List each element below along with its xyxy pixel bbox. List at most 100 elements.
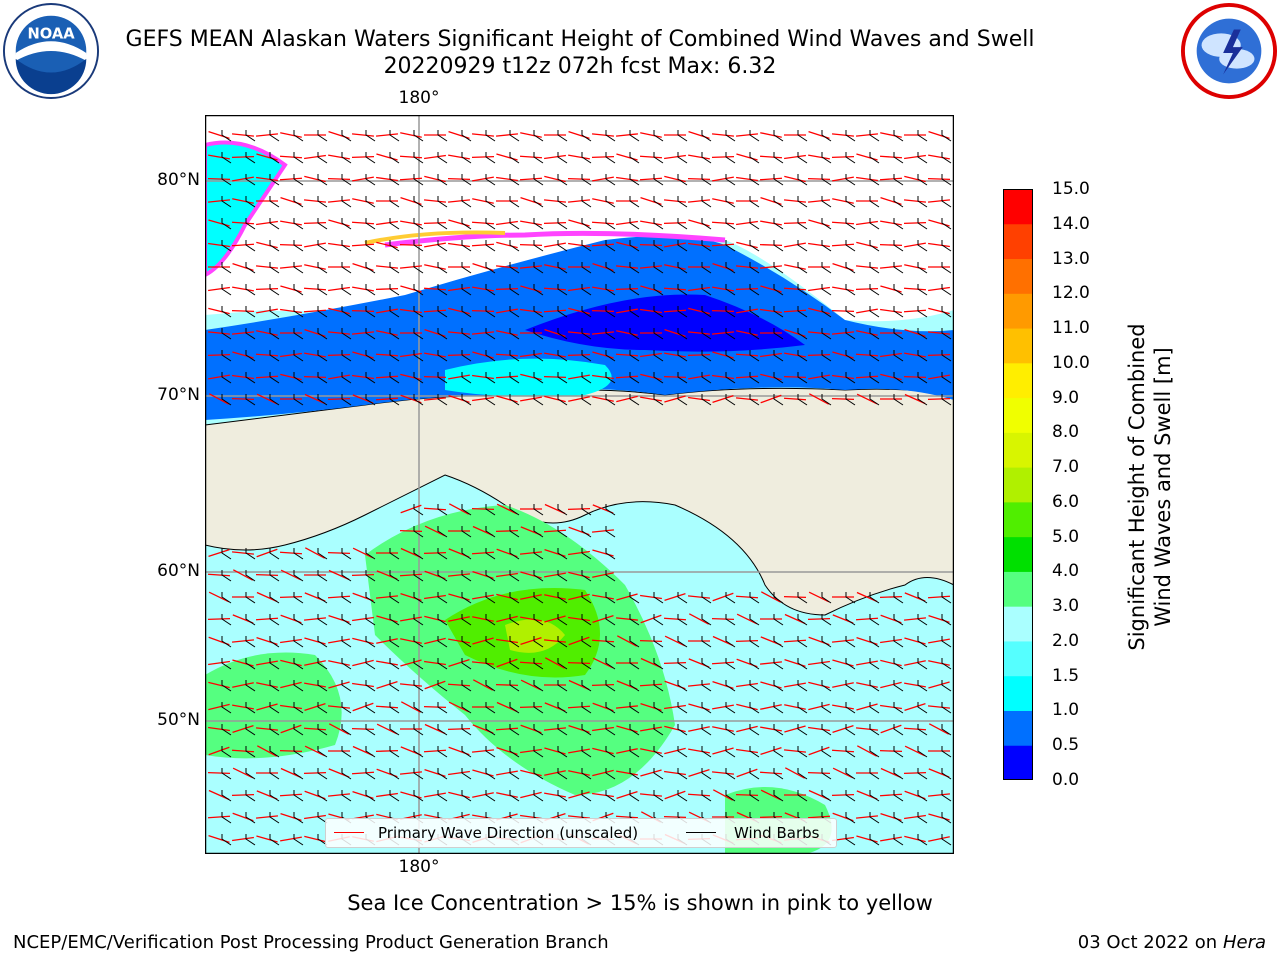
wind-barb [917, 790, 928, 802]
wave-direction-arrow [904, 637, 926, 645]
wind-barb [941, 284, 952, 296]
wind-barb [581, 504, 592, 516]
wave-direction-arrow [231, 155, 255, 159]
wind-barb [317, 658, 328, 670]
wind-barb [941, 592, 952, 604]
wave-direction-arrow [544, 615, 566, 623]
wave-direction-arrow [591, 309, 615, 313]
wind-barb [245, 636, 256, 648]
wave-direction-arrow [736, 308, 758, 314]
wind-barb [293, 746, 304, 758]
wind-barb [629, 394, 640, 406]
wind-barb [557, 130, 568, 142]
wind-barb [797, 394, 808, 406]
wave-direction-arrow [304, 352, 326, 358]
wave-direction-arrow [327, 705, 351, 709]
wind-barb [269, 350, 280, 362]
wind-barb [533, 592, 544, 604]
wind-barb [341, 724, 352, 736]
wind-barb [533, 240, 544, 252]
wave-direction-arrow [543, 287, 567, 291]
map-panel [205, 115, 954, 854]
wave-direction-arrow [327, 353, 351, 357]
wave-direction-arrow [352, 176, 374, 182]
wind-barb [821, 702, 832, 714]
wind-barb [365, 372, 376, 384]
wave-direction-arrow [664, 635, 686, 647]
wave-direction-arrow [351, 243, 375, 247]
wind-barb [317, 768, 328, 780]
wave-direction-arrow [520, 679, 542, 691]
wind-barb [317, 570, 328, 582]
wind-barb [773, 372, 784, 384]
wind-barb [653, 680, 664, 692]
wind-barb [293, 196, 304, 208]
wind-barb [677, 174, 688, 186]
wave-direction-arrow [760, 285, 782, 293]
wind-barb [893, 592, 904, 604]
wave-direction-arrow [880, 220, 902, 226]
wave-direction-arrow [880, 308, 902, 314]
colorbar-tick-label: 0.0 [1052, 770, 1080, 790]
wave-direction-arrow [471, 221, 495, 225]
wave-direction-arrow [448, 701, 470, 713]
wind-barb [629, 284, 640, 296]
wave-direction-arrow [784, 154, 806, 160]
wind-barb [557, 680, 568, 692]
wave-direction-arrow [568, 550, 590, 556]
wave-direction-arrow [280, 352, 302, 358]
wind-barb [701, 724, 712, 736]
wave-direction-arrow [376, 241, 398, 249]
wind-barb [677, 284, 688, 296]
wind-barb [581, 658, 592, 670]
wave-direction-arrow [232, 659, 254, 667]
wind-barb [725, 328, 736, 340]
wind-barb [341, 614, 352, 626]
wind-barb [845, 790, 856, 802]
wave-direction-arrow [783, 221, 807, 225]
wave-direction-arrow [423, 199, 447, 203]
wind-barb [941, 174, 952, 186]
wave-direction-arrow [760, 373, 782, 381]
wind-barb [917, 636, 928, 648]
wave-direction-arrow [688, 286, 710, 292]
wind-barb [581, 548, 592, 560]
wave-direction-arrow [928, 660, 950, 666]
wave-direction-arrow [304, 637, 326, 645]
map-border [205, 115, 954, 854]
wave-direction-arrow [615, 133, 639, 137]
wave-direction-arrow [880, 285, 902, 293]
wave-direction-arrow [375, 353, 399, 357]
colorbar-label-line1: Significant Height of Combined [1125, 323, 1149, 651]
wave-direction-arrow [808, 374, 830, 380]
wind-barb [485, 152, 496, 164]
wave-direction-arrow [664, 592, 686, 602]
wave-direction-arrow [736, 220, 758, 226]
wind-barb [845, 196, 856, 208]
wave-direction-arrow [327, 199, 351, 203]
wind-barb [821, 746, 832, 758]
wave-direction-arrow [712, 176, 734, 182]
wind-barb [317, 196, 328, 208]
wave-direction-arrow [424, 680, 446, 690]
wave-direction-arrow [280, 681, 302, 689]
wind-barb [725, 218, 736, 230]
wind-barb [653, 306, 664, 318]
wave-direction-arrow [304, 264, 326, 270]
wave-direction-arrow [927, 177, 951, 181]
wave-direction-arrow [351, 133, 375, 137]
wave-direction-arrow [496, 220, 518, 226]
wind-barb [581, 790, 592, 802]
wind-barb [509, 526, 520, 538]
wave-direction-arrow [616, 593, 638, 601]
wave-direction-arrow [568, 219, 590, 227]
wave-direction-arrow [615, 617, 639, 621]
wind-barb [893, 306, 904, 318]
wave-direction-arrow [304, 835, 326, 843]
wind-barb [461, 196, 472, 208]
wind-barb [269, 196, 280, 208]
wind-barb [485, 240, 496, 252]
wave-direction-arrow [232, 682, 254, 688]
wave-direction-arrow [544, 792, 566, 798]
wave-direction-arrow [688, 703, 710, 711]
